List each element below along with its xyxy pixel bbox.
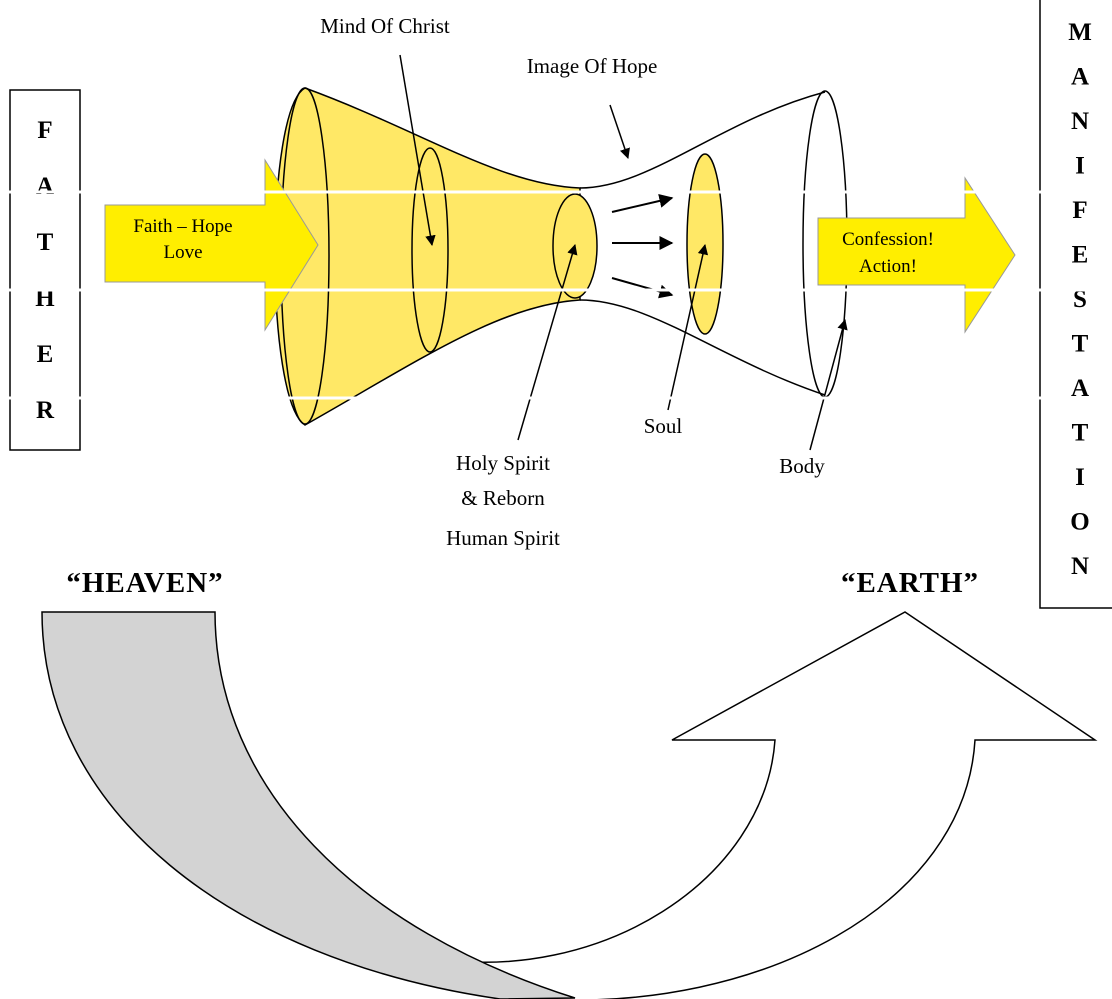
page: FATHER MANIFESTATION Faith – Hope Love C…	[0, 0, 1112, 999]
heaven: “HEAVEN”	[66, 567, 223, 599]
letter: T	[1072, 331, 1089, 358]
label: Mind Of Christ	[320, 14, 450, 38]
output-text: Confession!	[842, 229, 934, 250]
letter: I	[1075, 464, 1085, 491]
diagram: FATHER MANIFESTATION Faith – Hope Love C…	[0, 0, 1112, 999]
label: & Reborn	[461, 486, 545, 510]
letter: N	[1071, 108, 1089, 135]
flow-arrows	[612, 198, 672, 295]
up-arrow	[430, 612, 1095, 999]
funnel-yellow	[275, 88, 580, 425]
letter: F	[37, 117, 52, 144]
label: Image Of Hope	[527, 54, 658, 78]
down-arrow	[42, 612, 575, 999]
letter: M	[1068, 19, 1092, 46]
letter: O	[1070, 509, 1089, 536]
label: Human Spirit	[446, 526, 560, 550]
letter: R	[36, 397, 55, 424]
output-text: Action!	[859, 256, 917, 277]
letter: T	[37, 229, 54, 256]
letter: E	[1072, 242, 1089, 269]
letter: T	[1072, 420, 1089, 447]
earth: “EARTH”	[841, 567, 979, 599]
label: Body	[779, 454, 825, 478]
letter: N	[1071, 553, 1089, 580]
label: Holy Spirit	[456, 451, 550, 475]
soul-ellipse	[687, 154, 723, 334]
letter: I	[1075, 153, 1085, 180]
input-text: Faith – Hope	[133, 216, 232, 237]
letter: A	[1071, 64, 1089, 91]
label: Soul	[644, 414, 683, 438]
father-box	[10, 90, 80, 450]
letter: E	[37, 341, 54, 368]
letter: F	[1072, 197, 1087, 224]
input-text: Love	[163, 242, 202, 263]
output-arrow	[818, 178, 1015, 332]
letter: A	[36, 173, 54, 200]
